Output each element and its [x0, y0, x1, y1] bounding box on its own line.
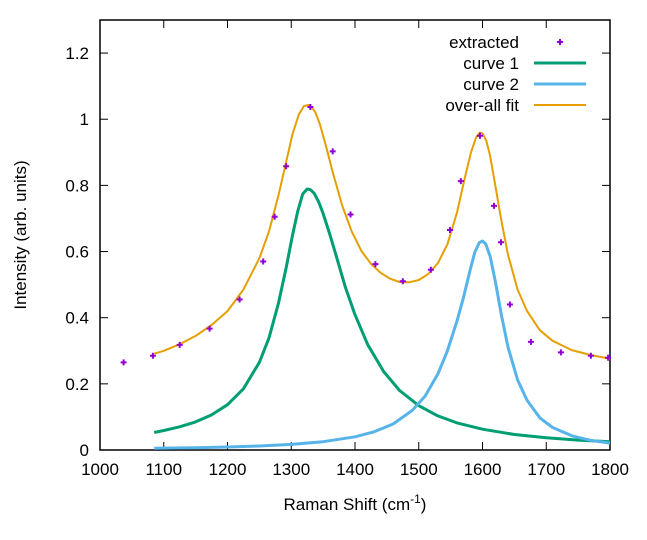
- y-tick-label: 1: [80, 110, 89, 129]
- plot-frame: [99, 19, 611, 451]
- tick-labels: 1000 1100 1200 1300 1400 1500 1600 1700 1800 0 0.2…: [65, 44, 629, 479]
- y-tick-label: 0.8: [65, 176, 89, 195]
- y-tick-label: 0.4: [65, 309, 89, 328]
- x-tick-label: 1300: [272, 460, 310, 479]
- y-axis-title: Intensity (arb. units): [11, 160, 30, 309]
- extracted-point: [557, 349, 564, 356]
- y-tick-label: 0: [80, 441, 89, 460]
- extracted-point: [506, 301, 513, 308]
- extracted-point: [587, 352, 594, 359]
- extracted-point: [271, 213, 278, 220]
- extracted-point: [176, 341, 183, 348]
- series-lines: [153, 104, 611, 450]
- curve-1-line: [153, 187, 611, 444]
- extracted-point: [329, 148, 336, 155]
- legend-label-curve-2: curve 2: [463, 75, 519, 94]
- extracted-point: [476, 132, 483, 139]
- extracted-point: [399, 278, 406, 285]
- extracted-point: [427, 266, 434, 273]
- legend-marker-extracted: [557, 39, 563, 45]
- x-tick-label: 1000: [81, 460, 119, 479]
- extracted-point: [527, 338, 534, 345]
- y-tick-label: 0.2: [65, 375, 89, 394]
- x-axis-title-sup: -1: [410, 492, 421, 506]
- extracted-point: [283, 163, 290, 170]
- x-tick-label: 1400: [336, 460, 374, 479]
- extracted-point: [457, 178, 464, 185]
- x-axis-title-end: ): [421, 495, 427, 514]
- legend-label-extracted: extracted: [449, 33, 519, 52]
- extracted-point: [260, 258, 267, 265]
- extracted-point: [605, 354, 612, 361]
- extracted-point: [490, 202, 497, 209]
- over-all-fit-line: [153, 104, 611, 360]
- extracted-point: [497, 239, 504, 246]
- extracted-point: [206, 325, 213, 332]
- x-tick-label: 1700: [527, 460, 565, 479]
- x-tick-label: 1600: [464, 460, 502, 479]
- x-tick-label: 1500: [400, 460, 438, 479]
- y-tick-label: 1.2: [65, 44, 89, 63]
- legend-label-curve-1: curve 1: [463, 54, 519, 73]
- extracted-point: [236, 296, 243, 303]
- extracted-point: [120, 359, 127, 366]
- extracted-points: [120, 103, 612, 366]
- extracted-point: [446, 227, 453, 234]
- axis-ticks: [99, 20, 611, 451]
- extracted-point: [149, 352, 156, 359]
- x-tick-label: 1100: [145, 460, 182, 479]
- x-tick-label: 1200: [209, 460, 247, 479]
- x-axis-title-main: Raman Shift (cm: [284, 495, 411, 514]
- extracted-point: [372, 261, 379, 268]
- x-tick-label: 1800: [591, 460, 629, 479]
- curve-2-line: [154, 239, 611, 450]
- extracted-point: [347, 211, 354, 218]
- legend: extracted curve 1 curve 2 over-all fit: [445, 33, 586, 115]
- y-tick-label: 0.6: [65, 243, 89, 262]
- extracted-point: [307, 103, 314, 110]
- legend-label-over-all-fit: over-all fit: [445, 96, 519, 115]
- x-axis-title: Raman Shift (cm-1): [284, 492, 427, 514]
